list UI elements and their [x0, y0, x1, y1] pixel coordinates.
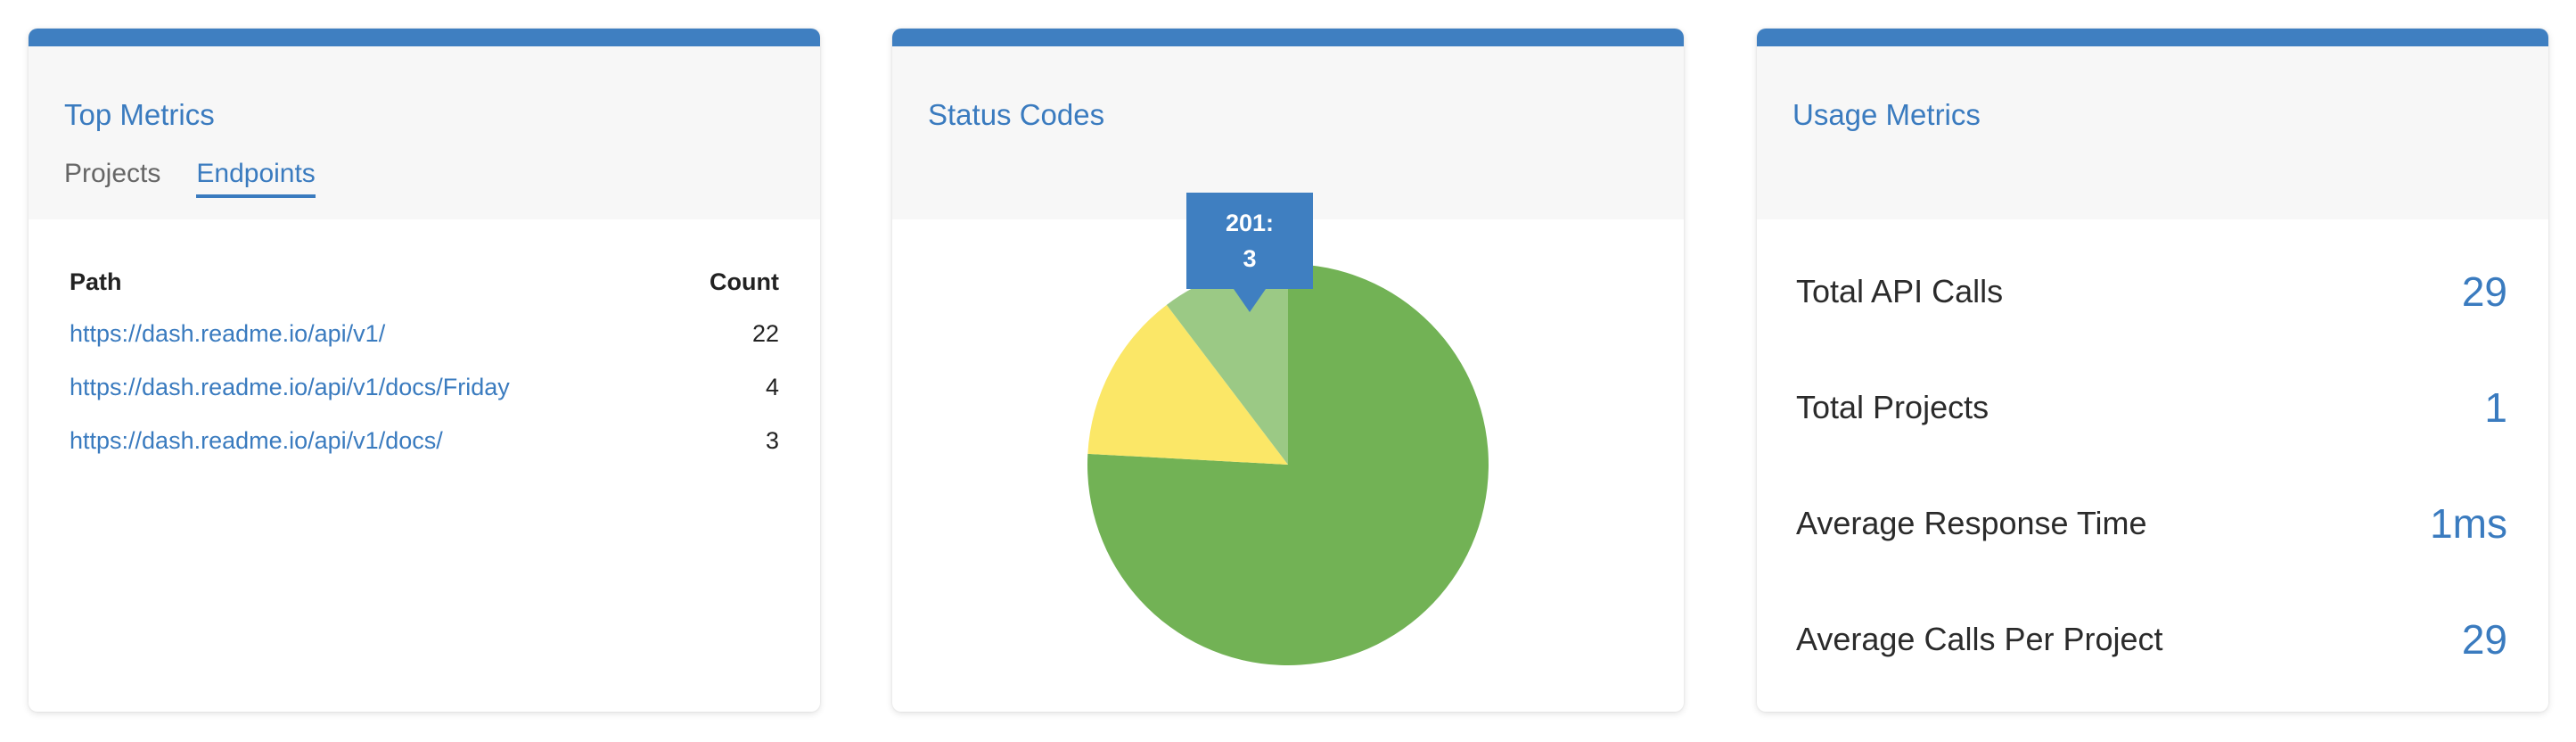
pie-chart-area: 201: 3: [892, 29, 1684, 712]
endpoint-count: 4: [765, 373, 779, 400]
card-header: Usage Metrics: [1757, 46, 2548, 219]
endpoint-link[interactable]: https://dash.readme.io/api/v1/docs/Frida…: [70, 373, 510, 400]
table-row: https://dash.readme.io/api/v1/docs/ 3: [70, 414, 779, 467]
metric-value: 29: [2461, 268, 2507, 315]
card-header: Status Codes: [892, 46, 1684, 219]
pie-slice-200[interactable]: [1087, 264, 1489, 666]
column-header-path: Path: [70, 268, 122, 295]
metric-total-api-calls: Total API Calls 29: [1796, 234, 2507, 350]
table-row: https://dash.readme.io/api/v1/docs/Frida…: [70, 360, 779, 414]
metric-average-response-time: Average Response Time 1ms: [1796, 466, 2507, 581]
table-row: https://dash.readme.io/api/v1/ 22: [70, 307, 779, 360]
card-title: Status Codes: [928, 98, 1105, 131]
pie-slice-slice-1[interactable]: [1087, 304, 1288, 465]
tab-endpoints[interactable]: Endpoints: [196, 159, 316, 198]
metric-average-calls-per-project: Average Calls Per Project 29: [1796, 581, 2507, 697]
pie-tooltip: 201: 3: [1186, 193, 1313, 312]
metric-total-projects: Total Projects 1: [1796, 350, 2507, 466]
metric-value: 29: [2461, 616, 2507, 663]
card-title: Top Metrics: [64, 98, 215, 131]
status-pie-chart: [1087, 264, 1489, 666]
card-accent-bar: [1757, 29, 2548, 46]
column-header-count: Count: [710, 268, 779, 295]
tab-projects[interactable]: Projects: [64, 159, 161, 188]
card-accent-bar: [29, 29, 820, 46]
metric-label: Average Response Time: [1796, 505, 2147, 541]
status-codes-card: Status Codes 201: 3: [892, 29, 1684, 712]
card-header: Top Metrics Projects Endpoints: [29, 46, 820, 219]
card-accent-bar: [892, 29, 1684, 46]
metric-value: 1: [2484, 384, 2507, 431]
card-title: Usage Metrics: [1793, 98, 1981, 131]
top-metrics-card: Top Metrics Projects Endpoints Path Coun…: [29, 29, 820, 712]
metric-list: Total API Calls 29 Total Projects 1 Aver…: [1796, 234, 2507, 697]
tabs: Projects Endpoints: [64, 159, 316, 198]
tooltip-value: 3: [1243, 245, 1257, 272]
endpoint-count: 22: [751, 319, 779, 347]
metric-label: Total Projects: [1796, 389, 1989, 425]
metric-label: Total API Calls: [1796, 273, 2004, 309]
table-header: Path Count: [70, 266, 779, 298]
tooltip-code: 201:: [1225, 210, 1275, 236]
metric-label: Average Calls Per Project: [1796, 621, 2163, 657]
endpoint-link[interactable]: https://dash.readme.io/api/v1/: [70, 319, 386, 347]
metric-value: 1ms: [2430, 500, 2507, 547]
endpoint-count: 3: [765, 426, 779, 454]
usage-metrics-card: Usage Metrics Total API Calls 29 Total P…: [1757, 29, 2548, 712]
pie-slice-201[interactable]: [1166, 264, 1288, 465]
endpoint-link[interactable]: https://dash.readme.io/api/v1/docs/: [70, 426, 443, 454]
endpoints-table: Path Count https://dash.readme.io/api/v1…: [70, 266, 779, 467]
